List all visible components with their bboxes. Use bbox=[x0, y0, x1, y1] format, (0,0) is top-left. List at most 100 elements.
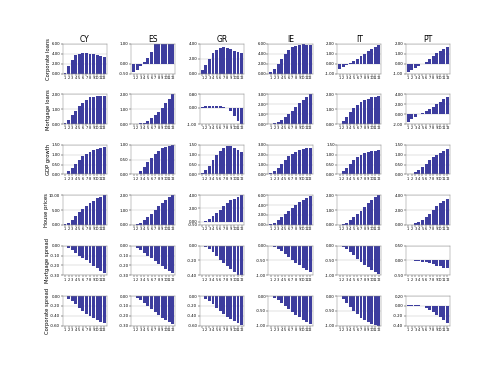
Bar bbox=[345, 223, 348, 225]
Bar bbox=[67, 172, 70, 175]
Bar bbox=[446, 97, 449, 114]
Bar bbox=[233, 246, 236, 272]
Bar bbox=[230, 246, 232, 269]
Bar bbox=[378, 45, 380, 64]
Bar bbox=[370, 49, 373, 64]
Bar bbox=[273, 296, 276, 298]
Bar bbox=[157, 206, 160, 225]
Bar bbox=[345, 117, 348, 124]
Bar bbox=[284, 214, 286, 225]
Bar bbox=[157, 112, 160, 124]
Bar bbox=[406, 114, 410, 122]
Bar bbox=[291, 154, 294, 175]
Bar bbox=[352, 61, 356, 64]
Bar bbox=[157, 246, 160, 264]
Bar bbox=[67, 120, 70, 124]
Bar bbox=[85, 100, 88, 124]
Bar bbox=[298, 296, 301, 317]
Bar bbox=[338, 174, 341, 175]
Bar bbox=[428, 306, 431, 310]
Bar bbox=[291, 208, 294, 225]
Bar bbox=[218, 151, 222, 175]
Bar bbox=[100, 296, 102, 322]
Bar bbox=[356, 296, 359, 314]
Bar bbox=[309, 94, 312, 124]
Bar bbox=[349, 63, 352, 64]
Bar bbox=[161, 20, 164, 64]
Bar bbox=[349, 220, 352, 225]
Bar bbox=[410, 305, 413, 306]
Bar bbox=[280, 164, 283, 175]
Bar bbox=[342, 172, 344, 175]
Bar bbox=[146, 121, 150, 124]
Bar bbox=[363, 100, 366, 124]
Bar bbox=[230, 296, 232, 319]
Bar bbox=[436, 155, 438, 175]
Bar bbox=[432, 210, 434, 225]
Bar bbox=[233, 51, 236, 74]
Bar bbox=[338, 64, 341, 69]
Bar bbox=[309, 147, 312, 175]
Bar bbox=[273, 223, 276, 225]
Bar bbox=[349, 296, 352, 307]
Bar bbox=[356, 214, 359, 225]
Bar bbox=[204, 106, 208, 108]
Bar bbox=[161, 203, 164, 225]
Bar bbox=[92, 201, 95, 225]
Bar bbox=[82, 296, 84, 311]
Bar bbox=[288, 246, 290, 257]
Y-axis label: Mortgage spread: Mortgage spread bbox=[44, 238, 50, 283]
Bar bbox=[103, 57, 106, 74]
Bar bbox=[212, 160, 214, 175]
Bar bbox=[421, 113, 424, 114]
Bar bbox=[240, 296, 243, 325]
Bar bbox=[432, 157, 434, 175]
Bar bbox=[64, 174, 66, 175]
Bar bbox=[208, 59, 211, 74]
Bar bbox=[366, 246, 370, 267]
Bar bbox=[150, 214, 153, 225]
Bar bbox=[442, 151, 446, 175]
Bar bbox=[70, 296, 74, 301]
Bar bbox=[150, 52, 153, 64]
Bar bbox=[276, 64, 280, 74]
Bar bbox=[85, 246, 88, 261]
Bar bbox=[428, 261, 431, 263]
Bar bbox=[360, 246, 362, 262]
Bar bbox=[418, 222, 420, 225]
Bar bbox=[345, 296, 348, 303]
Title: CY: CY bbox=[80, 35, 90, 44]
Bar bbox=[421, 220, 424, 225]
Bar bbox=[92, 296, 95, 318]
Bar bbox=[88, 246, 92, 264]
Bar bbox=[215, 155, 218, 175]
Bar bbox=[363, 246, 366, 265]
Bar bbox=[442, 306, 446, 320]
Bar bbox=[215, 106, 218, 108]
Bar bbox=[201, 221, 204, 222]
Bar bbox=[424, 261, 428, 262]
Bar bbox=[439, 306, 442, 317]
Bar bbox=[424, 111, 428, 114]
Y-axis label: GDP growth: GDP growth bbox=[46, 144, 51, 175]
Bar bbox=[446, 199, 449, 225]
Bar bbox=[168, 0, 171, 64]
Bar bbox=[78, 212, 81, 225]
Bar bbox=[103, 147, 106, 175]
Bar bbox=[345, 168, 348, 175]
Bar bbox=[208, 296, 211, 301]
Bar bbox=[428, 160, 431, 175]
Bar bbox=[291, 296, 294, 312]
Bar bbox=[298, 103, 301, 124]
Bar bbox=[82, 103, 84, 124]
Bar bbox=[280, 59, 283, 74]
Bar bbox=[204, 246, 208, 247]
Bar bbox=[305, 198, 308, 225]
Bar bbox=[436, 53, 438, 64]
Bar bbox=[432, 107, 434, 114]
Bar bbox=[222, 47, 225, 74]
Bar bbox=[88, 152, 92, 175]
Bar bbox=[378, 296, 380, 326]
Bar bbox=[240, 195, 243, 221]
Bar bbox=[309, 196, 312, 225]
